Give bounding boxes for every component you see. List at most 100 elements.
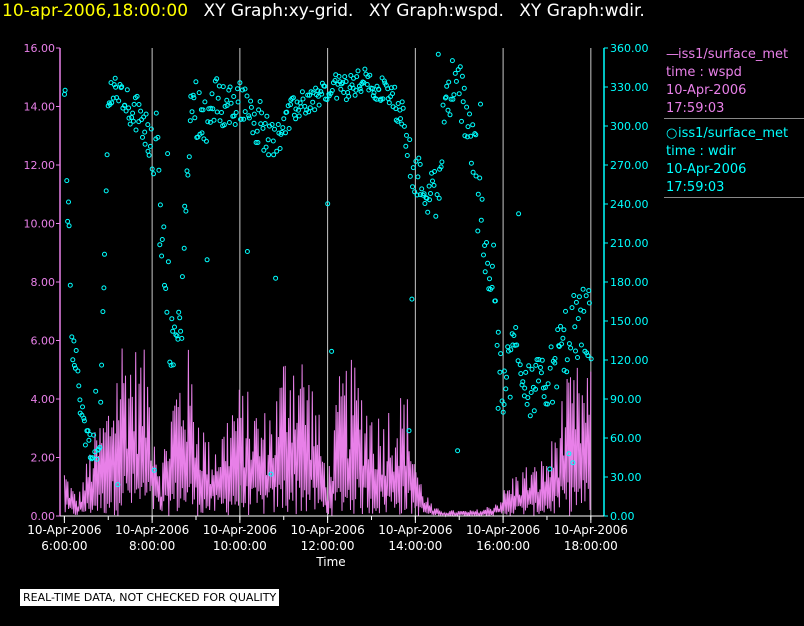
- wdir-point: [161, 224, 167, 230]
- wdir-point: [348, 73, 354, 78]
- wdir-point: [357, 86, 363, 92]
- wdir-point: [563, 308, 568, 314]
- wdir-point: [453, 78, 459, 84]
- wdir-point: [386, 100, 392, 106]
- wdir-point: [184, 168, 190, 174]
- wdir-point: [318, 89, 324, 95]
- wdir-point: [561, 327, 567, 333]
- wdir-point: [272, 126, 277, 132]
- wdir-point: [190, 92, 196, 98]
- legend-wspd-time: 17:59:03: [666, 101, 725, 116]
- wdir-point: [119, 84, 125, 90]
- wdir-point: [554, 384, 560, 390]
- wdir-point: [416, 155, 422, 161]
- wdir-point: [392, 84, 398, 90]
- wdir-point: [473, 132, 479, 138]
- wdir-point: [201, 136, 207, 142]
- quality-disclaimer: REAL-TIME DATA, NOT CHECKED FOR QUALITY: [20, 589, 280, 606]
- legend-wdir-var: time : wdir: [666, 144, 736, 159]
- legend-wspd: —iss1/surface_met time : wspd 10-Apr-200…: [664, 46, 804, 118]
- wdir-point: [475, 228, 481, 234]
- title-graph-xy-grid: XY Graph:xy-grid.: [203, 1, 354, 21]
- wdir-point: [516, 211, 522, 217]
- wdir-point: [421, 191, 427, 197]
- wdir-point: [371, 90, 377, 96]
- wdir-point: [103, 188, 109, 194]
- wdir-point: [313, 85, 319, 91]
- wdir-point: [491, 242, 497, 248]
- wdir-point: [151, 467, 157, 473]
- wdir-point: [434, 192, 440, 198]
- wdir-point: [407, 173, 413, 179]
- wdir-point: [527, 413, 533, 419]
- wdir-point: [343, 79, 349, 84]
- wdir-point: [316, 102, 322, 108]
- x-axis-tick-date: 10-Apr-2006: [378, 523, 452, 537]
- wdir-point: [370, 86, 375, 91]
- x-axis-tick-time: 18:00:00: [564, 539, 618, 553]
- wdir-point: [214, 76, 220, 82]
- left-axis-tick-label: 2.00: [31, 452, 56, 465]
- wdir-point: [266, 152, 272, 158]
- wdir-point: [258, 121, 264, 127]
- wdir-point: [555, 327, 561, 333]
- wdir-point: [66, 199, 71, 205]
- wdir-point: [464, 104, 470, 110]
- wdir-point: [307, 105, 313, 111]
- wdir-point: [580, 286, 586, 292]
- wdir-point: [513, 325, 519, 330]
- wdir-point: [101, 285, 107, 291]
- legend-wspd-date: 10-Apr-2006: [666, 83, 747, 98]
- wdir-point: [80, 404, 85, 410]
- wdir-point: [111, 82, 117, 88]
- wdir-point: [82, 442, 88, 448]
- wdir-point: [525, 395, 531, 401]
- wdir-point: [547, 466, 553, 472]
- wdir-point: [159, 237, 165, 242]
- wdir-point: [481, 252, 486, 258]
- wdir-point: [575, 316, 581, 322]
- wdir-point: [242, 86, 248, 92]
- x-axis-tick-time: 14:00:00: [388, 539, 442, 553]
- wdir-point: [398, 116, 403, 122]
- wdir-point: [127, 121, 133, 127]
- wdir-point: [251, 111, 257, 117]
- wdir-point: [381, 78, 387, 84]
- wdir-point: [489, 284, 495, 290]
- wdir-point: [89, 456, 95, 462]
- wdir-point: [541, 394, 547, 400]
- wdir-point: [547, 365, 553, 371]
- wdir-point: [73, 348, 79, 353]
- wdir-point: [269, 122, 275, 127]
- wdir-point: [130, 118, 136, 124]
- wdir-point: [552, 360, 558, 366]
- wdir-point: [417, 161, 423, 167]
- wdir-point: [110, 95, 116, 101]
- x-axis-tick-time: 12:00:00: [301, 539, 355, 553]
- wdir-point: [216, 83, 222, 89]
- wdir-point: [169, 316, 175, 322]
- wdir-point: [172, 324, 177, 330]
- wdir-point: [570, 460, 576, 466]
- wdir-point: [244, 249, 250, 254]
- wdir-point: [123, 108, 129, 114]
- wdir-point: [409, 296, 415, 302]
- wdir-point: [232, 122, 238, 127]
- wdir-point: [94, 456, 100, 462]
- wdir-point: [433, 213, 439, 219]
- legend-separator: [664, 197, 804, 198]
- wdir-point: [475, 191, 481, 197]
- wdir-point: [484, 240, 489, 245]
- wdir-point: [440, 102, 446, 108]
- wdir-point: [242, 109, 248, 115]
- wdir-point: [404, 153, 410, 158]
- wdir-point: [455, 448, 461, 454]
- wdir-point: [560, 335, 566, 341]
- wdir-point: [393, 106, 399, 112]
- right-axis-tick-label: 330.00: [610, 81, 649, 94]
- wdir-point: [341, 90, 347, 95]
- wdir-point: [355, 68, 361, 74]
- wdir-point: [233, 110, 239, 115]
- wdir-point: [265, 137, 271, 143]
